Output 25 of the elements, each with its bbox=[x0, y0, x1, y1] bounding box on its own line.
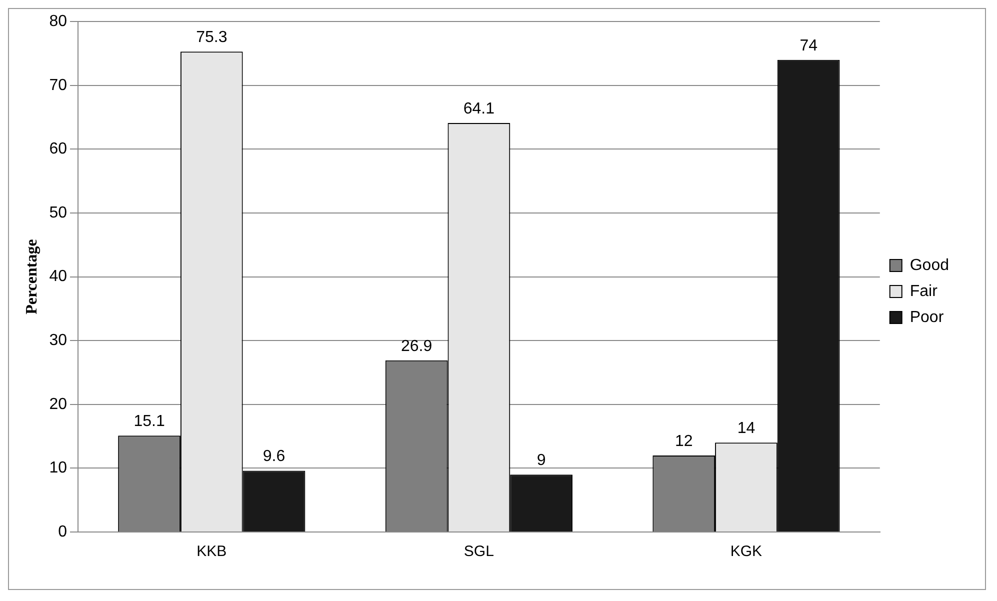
y-tick-label: 80 bbox=[49, 13, 68, 30]
y-tick-label: 0 bbox=[58, 523, 68, 540]
y-axis-title: Percentage bbox=[24, 239, 41, 314]
y-tick-label: 60 bbox=[49, 140, 68, 158]
data-label: 9.6 bbox=[262, 448, 286, 466]
data-label: 26.9 bbox=[400, 338, 432, 355]
x-tick-label: KGK bbox=[730, 543, 762, 560]
data-label: 14 bbox=[737, 420, 756, 438]
data-label: 74 bbox=[800, 37, 818, 54]
legend-label: Good bbox=[910, 256, 949, 274]
data-label: 64.1 bbox=[463, 100, 495, 118]
y-tick-label: 30 bbox=[49, 332, 68, 350]
data-label: 15.1 bbox=[134, 413, 165, 430]
x-tick-label: SGL bbox=[464, 543, 494, 560]
legend-label: Fair bbox=[910, 282, 938, 300]
y-tick-label: 70 bbox=[49, 76, 68, 94]
y-tick-label: 20 bbox=[49, 396, 68, 413]
y-tick-label: 50 bbox=[49, 204, 68, 222]
y-tick-label: 40 bbox=[49, 268, 68, 286]
data-label: 75.3 bbox=[196, 28, 228, 46]
legend-label: Poor bbox=[910, 308, 944, 326]
data-label: 9 bbox=[536, 452, 546, 469]
y-tick-label: 10 bbox=[49, 460, 68, 477]
x-tick-label: KKB bbox=[196, 543, 227, 560]
data-label: 12 bbox=[674, 432, 693, 450]
